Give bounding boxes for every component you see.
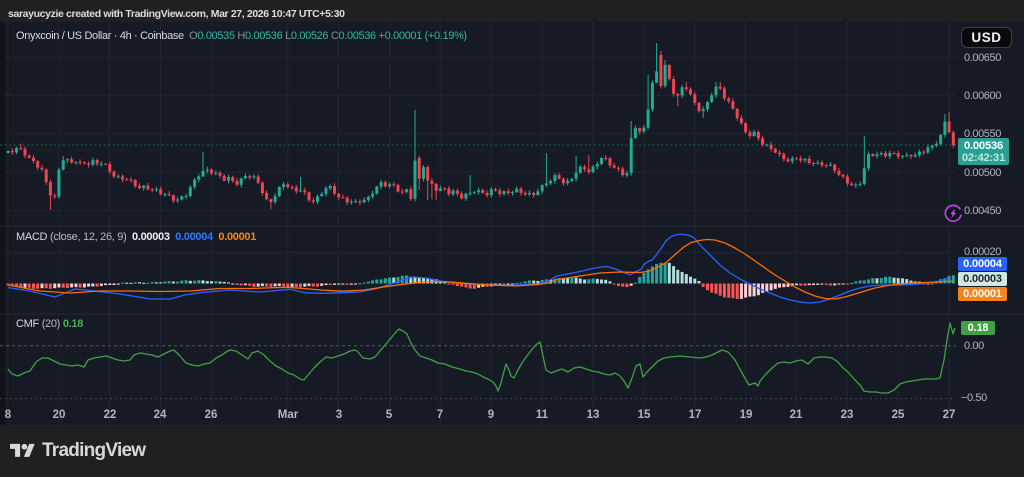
svg-text:USD: USD <box>971 30 1001 45</box>
